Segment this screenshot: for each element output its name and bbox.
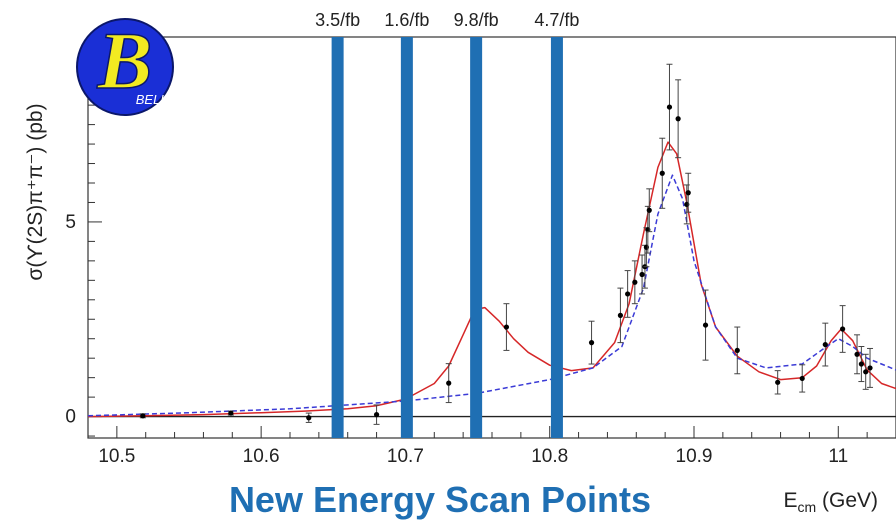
data-point bbox=[685, 172, 692, 213]
y-tick-label: 0 bbox=[65, 407, 76, 428]
data-point bbox=[702, 289, 709, 361]
point-marker bbox=[373, 412, 380, 418]
x-tick-label: 10.7 bbox=[387, 446, 424, 467]
luminosity-label: 1.6/fb bbox=[384, 10, 429, 30]
scan-point-bar bbox=[550, 37, 563, 438]
data-point bbox=[867, 347, 874, 388]
point-marker bbox=[863, 369, 869, 375]
point-marker bbox=[685, 190, 691, 196]
luminosity-markers: 3.5/fb 1.6/fb 9.8/fb 4.7/fb bbox=[315, 10, 579, 438]
data-point bbox=[646, 188, 653, 233]
scan-point-bar bbox=[470, 37, 483, 438]
data-point bbox=[862, 353, 869, 390]
data-point bbox=[373, 404, 380, 425]
point-marker bbox=[867, 365, 873, 371]
chart-caption: New Energy Scan Points bbox=[229, 479, 651, 520]
data-point bbox=[822, 322, 829, 367]
point-marker bbox=[775, 379, 781, 385]
data-point bbox=[659, 137, 666, 209]
data-point bbox=[666, 63, 673, 151]
x-axis-title-main: E bbox=[783, 489, 797, 512]
point-marker bbox=[840, 326, 846, 332]
luminosity-label: 4.7/fb bbox=[534, 10, 579, 30]
y-axis-title: σ(ϒ(2S)π⁺π⁻) (pb) bbox=[24, 103, 47, 280]
data-point bbox=[734, 326, 741, 375]
x-axis: 10.5 10.6 10.7 10.8 10.9 11 bbox=[98, 426, 896, 467]
data-point bbox=[588, 320, 595, 365]
point-marker bbox=[503, 324, 510, 330]
belle-logo-text: BELLE bbox=[136, 92, 177, 107]
data-point bbox=[675, 79, 682, 159]
point-marker bbox=[617, 312, 624, 318]
point-marker bbox=[639, 271, 645, 278]
data-point bbox=[858, 346, 865, 383]
point-marker bbox=[702, 322, 709, 328]
x-tick-label: 10.9 bbox=[676, 446, 713, 467]
point-marker bbox=[625, 291, 631, 297]
point-marker bbox=[306, 415, 312, 421]
point-marker bbox=[822, 341, 828, 348]
data-point bbox=[799, 364, 806, 393]
x-tick-label: 11 bbox=[828, 446, 848, 467]
scan-point-bar bbox=[400, 37, 413, 438]
point-marker bbox=[799, 375, 805, 382]
luminosity-marker: 1.6/fb bbox=[384, 10, 429, 438]
data-point bbox=[227, 410, 234, 416]
point-marker bbox=[854, 351, 860, 357]
belle-logo-circle bbox=[76, 18, 174, 116]
data-point bbox=[624, 270, 631, 318]
luminosity-marker: 4.7/fb bbox=[534, 10, 579, 438]
data-point bbox=[139, 413, 146, 419]
y-tick-label: 5 bbox=[65, 212, 76, 233]
fit-curves bbox=[87, 141, 896, 418]
x-tick-label: 10.8 bbox=[531, 446, 568, 467]
point-marker bbox=[140, 413, 146, 419]
data-points bbox=[139, 63, 874, 425]
data-point bbox=[503, 303, 510, 351]
data-point bbox=[854, 334, 861, 375]
x-axis-title-sub: cm bbox=[797, 499, 816, 515]
data-point bbox=[631, 260, 638, 305]
point-marker bbox=[632, 279, 638, 285]
x-tick-label: 10.6 bbox=[243, 446, 280, 467]
data-point bbox=[617, 287, 624, 344]
point-marker bbox=[646, 207, 652, 213]
x-axis-title-unit: (GeV) bbox=[816, 489, 878, 512]
point-marker bbox=[588, 340, 595, 346]
point-marker bbox=[228, 410, 234, 416]
luminosity-marker: 9.8/fb bbox=[454, 10, 499, 438]
point-marker bbox=[734, 347, 740, 354]
data-point bbox=[643, 227, 650, 268]
fit-curve-dashed bbox=[87, 174, 896, 417]
point-marker bbox=[675, 116, 681, 122]
belle-logo-letter: B bbox=[97, 15, 153, 106]
point-marker bbox=[659, 170, 665, 176]
belle-logo: B BELLE bbox=[76, 14, 177, 116]
data-point bbox=[639, 254, 646, 295]
data-point bbox=[774, 370, 781, 395]
point-marker bbox=[858, 361, 864, 367]
luminosity-marker: 3.5/fb bbox=[315, 10, 360, 438]
data-point bbox=[839, 305, 846, 353]
point-marker bbox=[446, 380, 452, 386]
x-tick-label: 10.5 bbox=[98, 446, 135, 467]
data-point bbox=[445, 363, 452, 404]
point-marker bbox=[666, 104, 673, 110]
data-point bbox=[305, 412, 312, 423]
x-axis-title: Ecm (GeV) bbox=[783, 489, 878, 515]
luminosity-label: 3.5/fb bbox=[315, 10, 360, 30]
fit-curve-solid bbox=[87, 141, 896, 418]
scan-point-bar bbox=[331, 37, 344, 438]
luminosity-label: 9.8/fb bbox=[454, 10, 499, 30]
